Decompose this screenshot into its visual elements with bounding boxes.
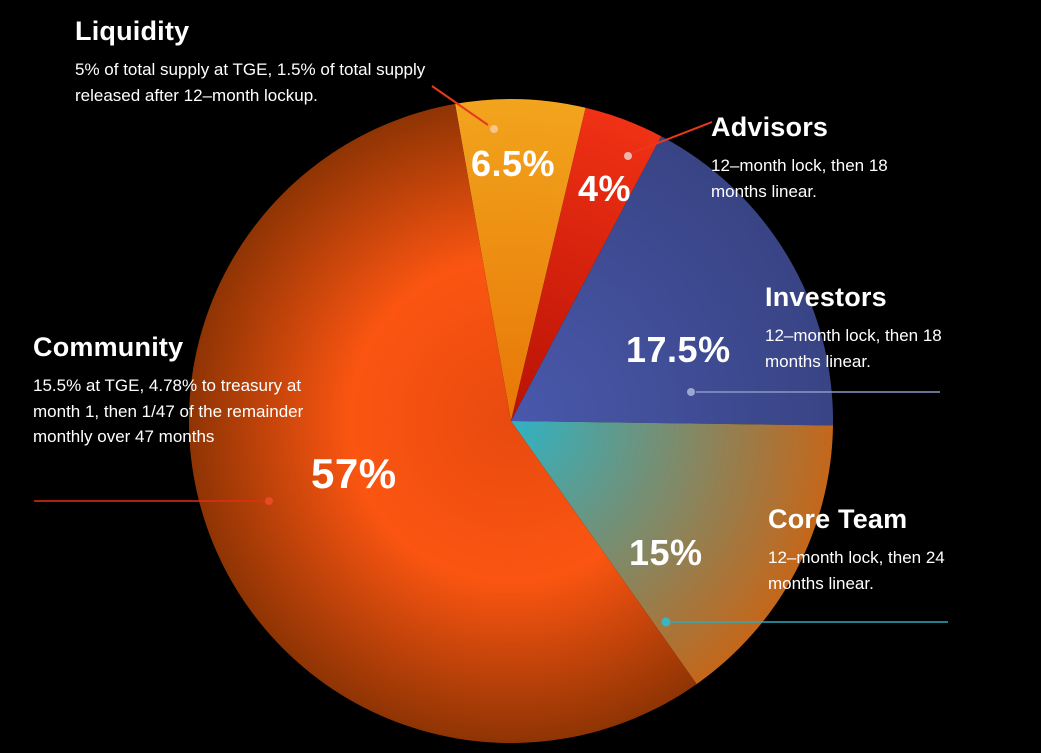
- pie-slices: [188, 99, 834, 744]
- callout-title-liquidity: Liquidity: [75, 16, 190, 46]
- leader-dot-investors: [687, 388, 695, 396]
- pie-slice-community: [188, 103, 697, 744]
- leader-line-liquidity: [431, 85, 489, 126]
- leader-line-advisors: [631, 121, 713, 154]
- callout-title-advisors: Advisors: [711, 112, 829, 142]
- callout-desc-core-team: 12–month lock, then 24 months linear.: [768, 548, 945, 593]
- callout-desc-liquidity: 5% of total supply at TGE, 1.5% of total…: [75, 60, 426, 105]
- callout-core-team: Core Team 12–month lock, then 24 months …: [768, 504, 983, 596]
- callout-title-investors: Investors: [765, 282, 887, 312]
- callout-investors: Investors 12–month lock, then 18 months …: [765, 282, 980, 374]
- callout-community: Community 15.5% at TGE, 4.78% to treasur…: [33, 332, 338, 450]
- pie-slice-investors: [511, 136, 834, 426]
- leader-dot-advisors: [624, 152, 632, 160]
- pie-slice-advisors: [511, 107, 662, 422]
- slice-percent-investors: 17.5%: [626, 329, 731, 370]
- pie-slice-core-team: [511, 421, 833, 685]
- slice-percent-advisors: 4%: [578, 168, 632, 209]
- slice-percent-community: 57%: [311, 450, 397, 497]
- slice-percent-core-team: 15%: [629, 532, 703, 573]
- leader-lines: [34, 85, 948, 627]
- callout-liquidity: Liquidity 5% of total supply at TGE, 1.5…: [75, 16, 445, 108]
- callout-desc-community: 15.5% at TGE, 4.78% to treasury at month…: [33, 376, 304, 447]
- leader-dot-core-team: [661, 617, 671, 627]
- callout-title-core-team: Core Team: [768, 504, 908, 534]
- leader-dot-liquidity: [490, 125, 498, 133]
- slice-percent-liquidity: 6.5%: [471, 143, 556, 184]
- callout-advisors: Advisors 12–month lock, then 18 months l…: [711, 112, 911, 204]
- pie-slice-liquidity: [455, 99, 586, 422]
- callout-title-community: Community: [33, 332, 184, 362]
- callout-desc-investors: 12–month lock, then 18 months linear.: [765, 326, 942, 371]
- leader-dot-community: [265, 497, 273, 505]
- callout-desc-advisors: 12–month lock, then 18 months linear.: [711, 156, 888, 201]
